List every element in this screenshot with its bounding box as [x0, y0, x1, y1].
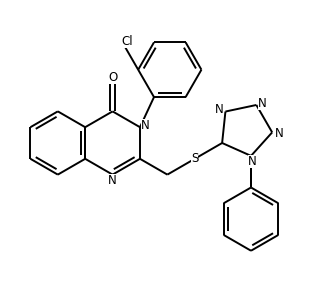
Text: N: N	[108, 174, 117, 187]
Text: N: N	[275, 128, 284, 140]
Text: N: N	[215, 104, 224, 116]
Text: S: S	[191, 152, 198, 165]
Text: N: N	[248, 155, 257, 168]
Text: N: N	[258, 97, 266, 110]
Text: N: N	[141, 119, 150, 132]
Text: O: O	[108, 71, 117, 84]
Text: Cl: Cl	[121, 35, 133, 48]
